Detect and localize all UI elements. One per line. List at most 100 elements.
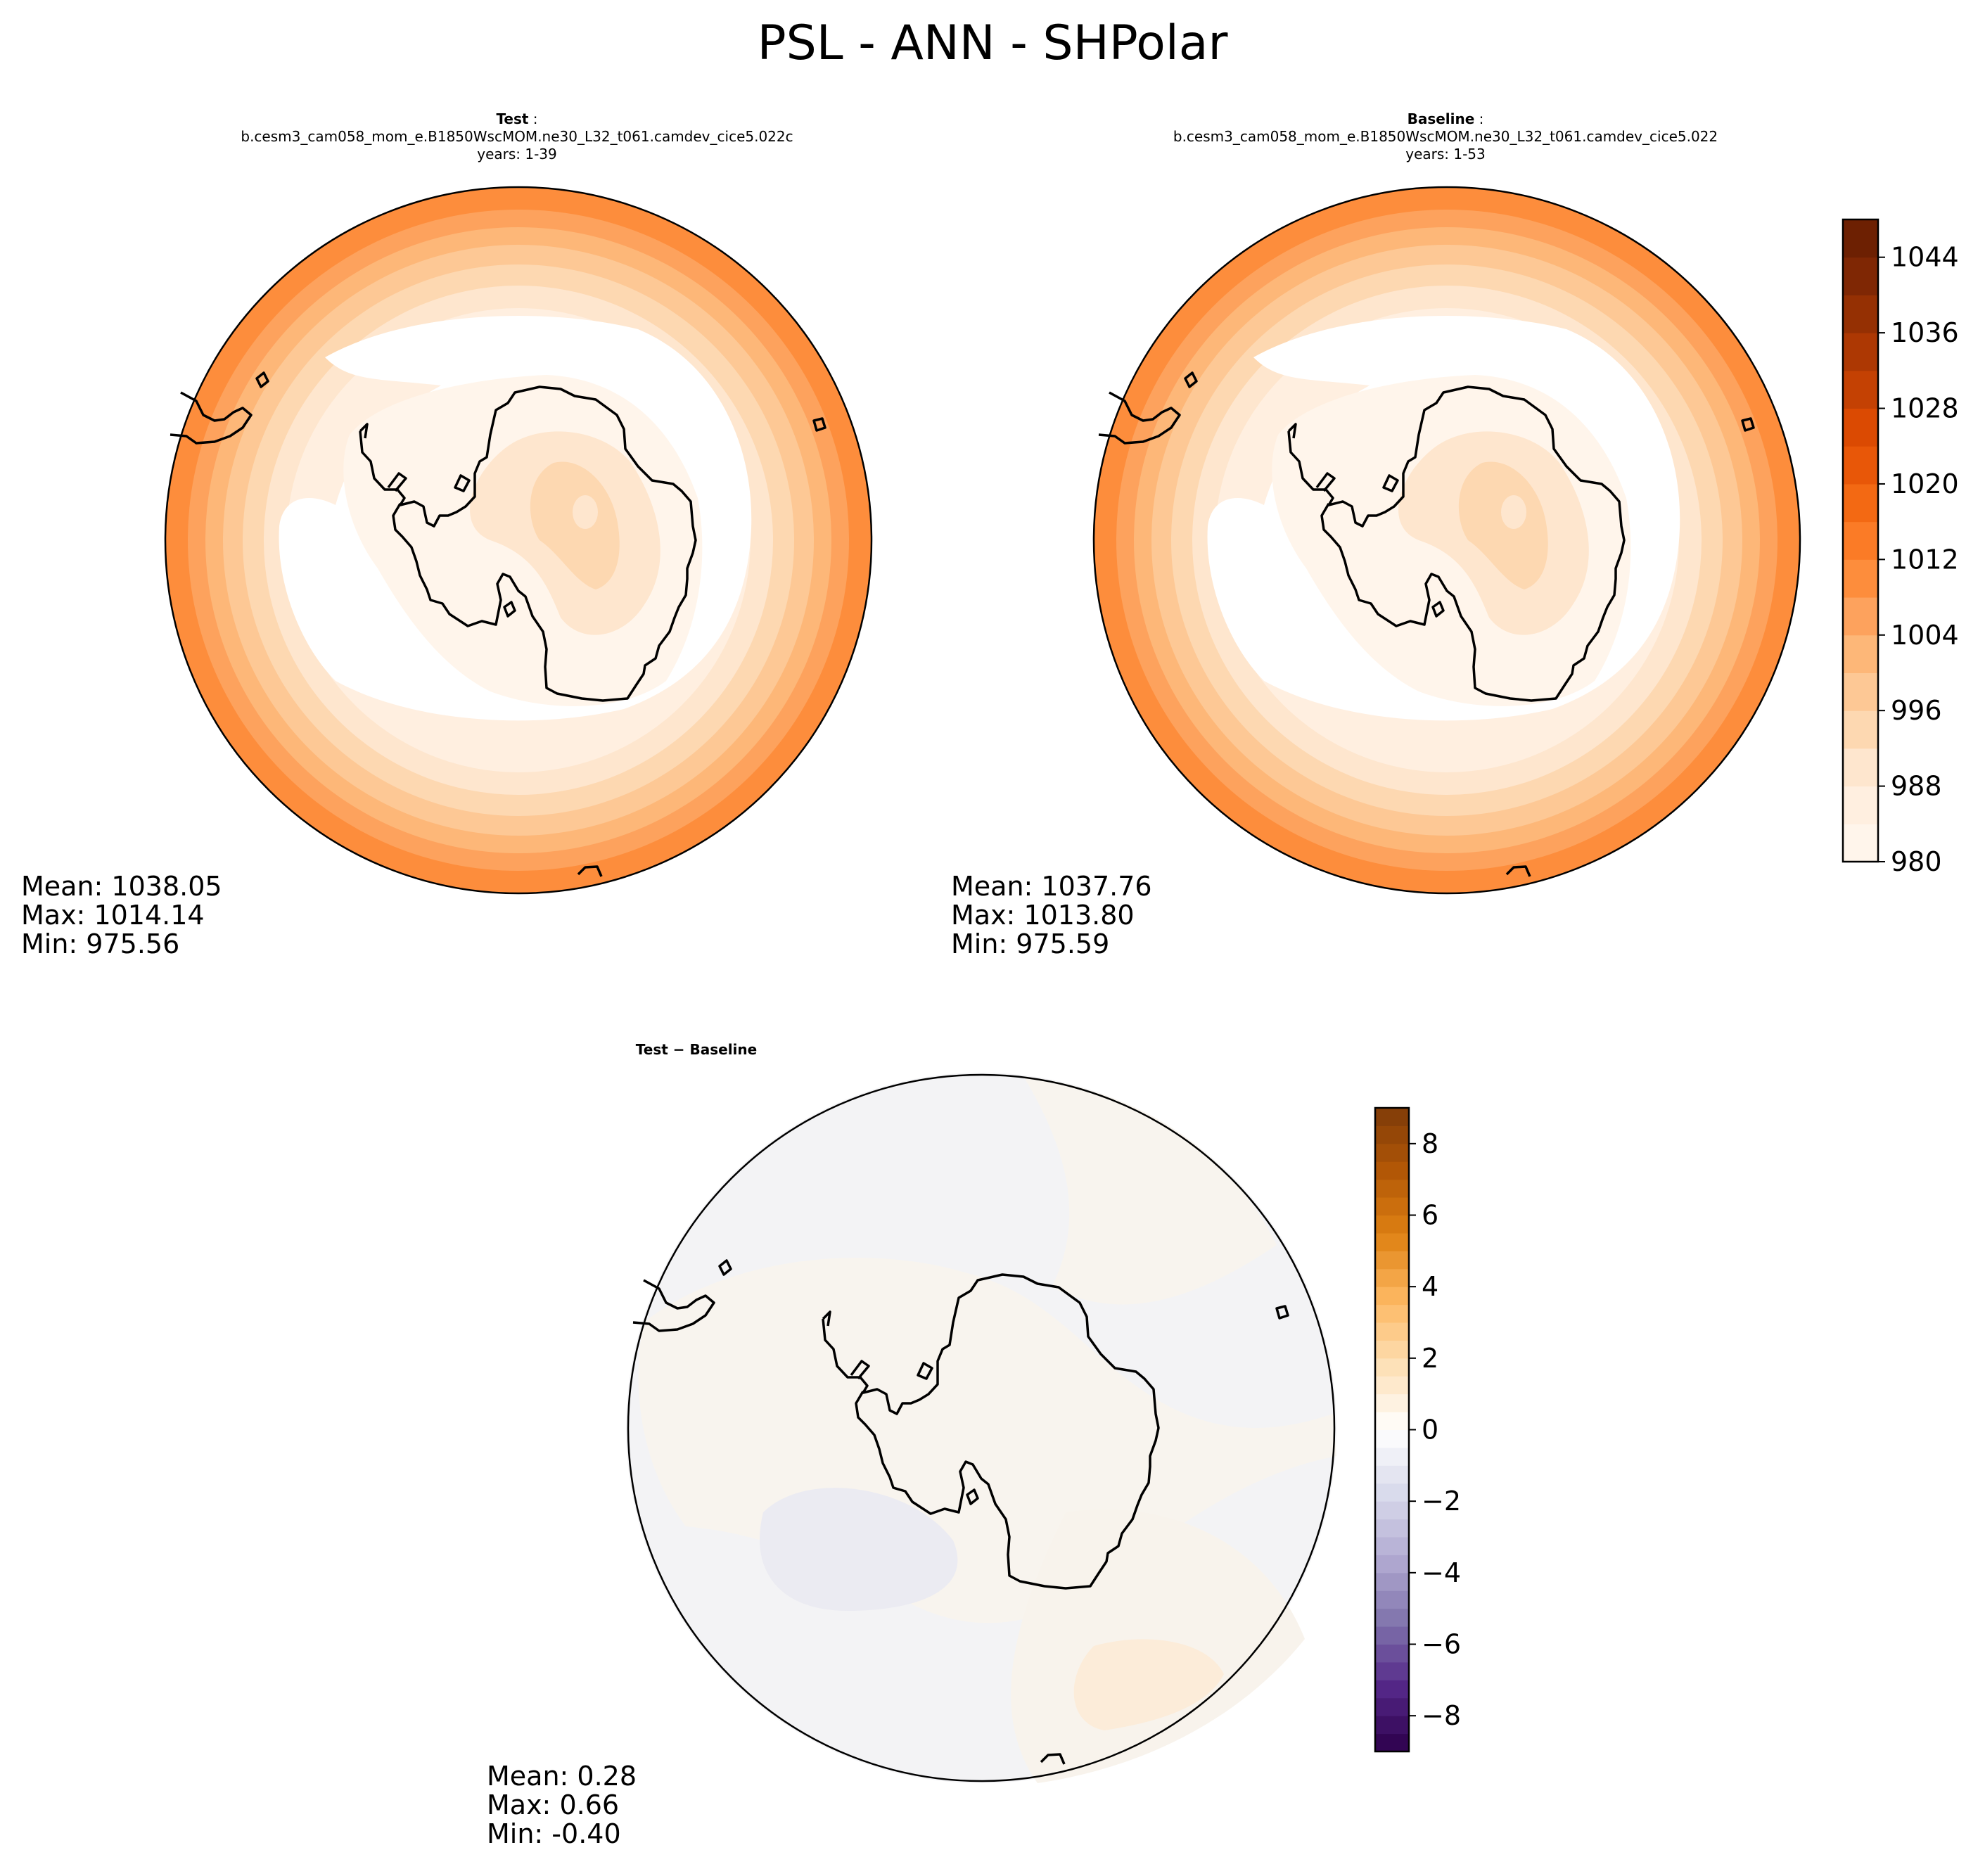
colorbar-segment [1375, 1108, 1409, 1126]
colorbar-tick-label: −6 [1422, 1629, 1461, 1660]
colorbar-segment [1843, 333, 1878, 371]
colorbar-segment [1843, 446, 1878, 485]
difference-map [626, 1073, 1336, 1783]
colorbar-segment [1375, 1483, 1409, 1502]
colorbar-segment [1375, 1232, 1409, 1251]
colorbar-segment [1843, 597, 1878, 636]
colorbar-segment [1375, 1304, 1409, 1323]
colorbar-segment [1375, 1661, 1409, 1680]
test-max: Max: 1014.14 [21, 900, 205, 931]
colorbar-segment [1843, 559, 1878, 598]
colorbar-segment [1843, 408, 1878, 447]
test-panel-title: Test : b.cesm3_cam058_mom_e.B1850WscMOM.… [172, 110, 862, 163]
colorbar-tick-label: 8 [1422, 1128, 1438, 1159]
colorbar-segment [1375, 1215, 1409, 1234]
colorbar-segment [1375, 1287, 1409, 1306]
colorbar-tick-label: 1044 [1891, 242, 1959, 273]
baseline-case-name: b.cesm3_cam058_mom_e.B1850WscMOM.ne30_L3… [1173, 128, 1718, 145]
colorbar-tick-label: −2 [1422, 1486, 1461, 1517]
test-label: Test [496, 110, 529, 127]
colorbar-segment [1843, 370, 1878, 409]
map-boundary [164, 186, 873, 895]
baseline-map [1092, 186, 1801, 895]
map-boundary [627, 1073, 1336, 1782]
psl-plateau-spot [1501, 495, 1526, 529]
colorbar-segment [1375, 1555, 1409, 1574]
colorbar-segment [1375, 1465, 1409, 1484]
colorbar-segment [1375, 1626, 1409, 1645]
absolute-colorbar: 980 988 996 1004 1012 1020 1028 1036 1044 [1842, 218, 1959, 877]
difference-colorbar: 8 6 4 2 0 −2 −4 −6 −8 [1374, 1106, 1461, 1753]
colorbar-segment [1375, 1716, 1409, 1735]
psl-plateau-peak [1458, 461, 1548, 589]
colorbar-segment [1375, 1519, 1409, 1538]
colorbar-tick-label: 4 [1422, 1271, 1438, 1302]
diff-label: Test − Baseline [635, 1041, 758, 1058]
colorbar-segment [1375, 1680, 1409, 1699]
colorbar-segment [1375, 1322, 1409, 1341]
colorbar-segment [1375, 1197, 1409, 1215]
colorbar-segment [1375, 1572, 1409, 1591]
colorbar-tick-label: 996 [1891, 695, 1942, 726]
diff-negative-region [760, 1488, 958, 1611]
colorbar-tick-label: 1012 [1891, 544, 1959, 575]
colorbar-segment [1843, 748, 1878, 787]
test-years: years: 1-39 [477, 146, 557, 162]
test-min: Min: 975.56 [21, 929, 180, 959]
colorbar-segment [1843, 295, 1878, 333]
baseline-label: Baseline [1407, 110, 1475, 127]
colorbar-segment [1375, 1447, 1409, 1466]
colorbar-segment [1843, 634, 1878, 673]
colorbar-tick-label: 988 [1891, 771, 1942, 802]
diff-min: Min: -0.40 [487, 1818, 621, 1849]
map-boundary [1092, 186, 1801, 895]
colorbar-segment [1375, 1268, 1409, 1287]
colorbar-tick-label: 980 [1891, 846, 1942, 877]
colorbar-segment [1375, 1179, 1409, 1198]
colorbar-tick-label: −4 [1422, 1557, 1461, 1588]
baseline-years: years: 1-53 [1405, 146, 1486, 162]
colorbar-tick-label: 1020 [1891, 468, 1959, 499]
colorbar-segment [1375, 1608, 1409, 1627]
colorbar-tick-label: −8 [1422, 1700, 1461, 1731]
colorbar-segment [1375, 1644, 1409, 1663]
colorbar-segment [1843, 483, 1878, 523]
colorbar-tick-label: 6 [1422, 1200, 1438, 1231]
colorbar-segment [1843, 786, 1878, 824]
colorbar-segment [1843, 824, 1878, 862]
colorbar-segment [1843, 521, 1878, 560]
colorbar-segment [1375, 1537, 1409, 1555]
colorbar-tick-label: 2 [1422, 1343, 1438, 1374]
baseline-panel-title: Baseline : b.cesm3_cam058_mom_e.B1850Wsc… [1101, 110, 1790, 163]
psl-plateau-spot [573, 495, 598, 529]
diff-mean: Mean: 0.28 [487, 1761, 637, 1792]
diff-positive-peak [1073, 1639, 1224, 1730]
psl-plateau-peak [530, 461, 620, 589]
colorbar-segment [1375, 1501, 1409, 1520]
baseline-min: Min: 975.59 [951, 929, 1110, 959]
test-map [164, 186, 873, 895]
colorbar-segment [1843, 219, 1878, 258]
diff-positive-region-north [1023, 1076, 1277, 1305]
colorbar-tick-label: 0 [1422, 1415, 1438, 1446]
diff-stats: Mean: 0.28 Max: 0.66 Min: -0.40 [487, 1762, 637, 1849]
colorbar-segment [1375, 1697, 1409, 1716]
colorbar-tick-label: 1036 [1891, 317, 1959, 348]
figure-title: PSL - ANN - SHPolar [757, 15, 1228, 71]
colorbar-segment [1375, 1429, 1409, 1448]
test-mean: Mean: 1038.05 [21, 871, 222, 902]
baseline-mean: Mean: 1037.76 [951, 871, 1152, 902]
colorbar-segment [1843, 257, 1878, 295]
colorbar-segment [1375, 1143, 1409, 1162]
test-case-name: b.cesm3_cam058_mom_e.B1850WscMOM.ne30_L3… [241, 128, 793, 145]
colorbar-segment [1375, 1358, 1409, 1377]
colorbar-frame [1842, 218, 1879, 863]
colorbar-segment [1375, 1393, 1409, 1412]
colorbar-segment [1375, 1733, 1409, 1752]
colorbar-segment [1375, 1251, 1409, 1270]
colorbar-segment [1843, 710, 1878, 749]
colorbar-segment [1375, 1161, 1409, 1180]
colorbar-segment [1375, 1412, 1409, 1430]
baseline-stats: Mean: 1037.76 Max: 1013.80 Min: 975.59 [951, 872, 1152, 959]
